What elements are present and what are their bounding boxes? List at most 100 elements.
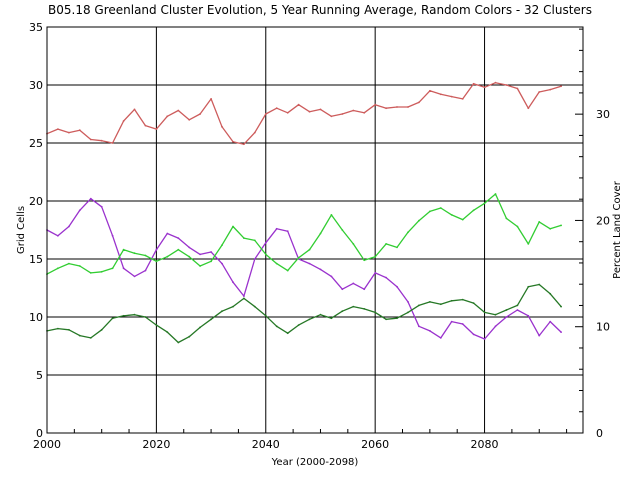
- series-3-point: [100, 270, 103, 273]
- series-4-point: [89, 337, 92, 339]
- series-2-point: [341, 288, 344, 291]
- y-tick-label: 30: [29, 79, 43, 92]
- series-3-point: [68, 262, 70, 265]
- y2-tick-label: 0: [596, 427, 603, 440]
- series-4-point: [57, 327, 59, 330]
- series-3-point: [429, 210, 431, 213]
- series-3-point: [450, 214, 453, 216]
- series-1-point: [188, 118, 191, 121]
- series-4-point: [483, 311, 486, 314]
- series-4-point: [232, 305, 234, 308]
- series-4-point: [111, 317, 114, 320]
- y-axis: 0 5 10 15 20 25 30 35: [29, 21, 53, 440]
- series-4-point: [549, 292, 552, 295]
- series-3-point: [155, 260, 158, 263]
- series-1-point: [111, 142, 114, 144]
- series-2-point: [57, 234, 59, 237]
- series-3-point: [243, 237, 245, 240]
- y2-axis-title: Percent Land Cover: [612, 180, 623, 279]
- series-3-point: [396, 246, 398, 249]
- series-2-point: [308, 262, 311, 265]
- series-3-point: [385, 243, 387, 245]
- y-tick-label: 5: [36, 369, 43, 382]
- series-line-3: [46, 193, 562, 275]
- series-4-point: [177, 341, 180, 344]
- series-1-point: [89, 138, 92, 141]
- series-2-point: [429, 330, 431, 332]
- series-1-point: [549, 88, 552, 91]
- series-3-point: [177, 248, 180, 251]
- series-1-point: [264, 113, 267, 115]
- series-1-point: [363, 111, 366, 114]
- series-1-point: [319, 108, 322, 111]
- series-1-point: [330, 115, 333, 118]
- series-2-point: [450, 320, 453, 323]
- series-4-point: [330, 317, 333, 320]
- series-3-point: [122, 248, 125, 251]
- series-4-point: [439, 303, 442, 306]
- series-3-point: [297, 256, 300, 259]
- series-4-point: [341, 310, 344, 313]
- series-4-point: [560, 305, 562, 308]
- series-4-point: [418, 304, 420, 307]
- series-3-point: [210, 260, 213, 263]
- series-4-point: [155, 324, 158, 326]
- series-1-point: [243, 143, 245, 146]
- series-3-point: [199, 265, 202, 267]
- series-1-point: [199, 113, 202, 115]
- series-4-point: [188, 335, 191, 338]
- series-4-point: [199, 326, 202, 329]
- series-1-point: [122, 120, 125, 122]
- series-1-point: [461, 98, 464, 100]
- series-2-point: [407, 301, 409, 303]
- series-3-point: [505, 217, 508, 220]
- series-2-point: [538, 334, 541, 337]
- series-1-point: [439, 93, 442, 96]
- series-1-point: [341, 113, 344, 115]
- series-1-point: [385, 107, 387, 110]
- series-4-point: [527, 285, 530, 288]
- series-2-point: [100, 205, 103, 208]
- series-1-point: [144, 124, 147, 127]
- series-3-point: [560, 224, 562, 227]
- series-4-point: [472, 302, 475, 304]
- chart-title: B05.18 Greenland Cluster Evolution, 5 Ye…: [48, 3, 592, 17]
- series-3-point: [494, 193, 497, 195]
- series-line-4: [46, 283, 562, 344]
- series-4-point: [68, 328, 70, 331]
- series-line-2: [46, 198, 562, 340]
- series-3-point: [461, 218, 464, 221]
- series-2-point: [78, 209, 81, 212]
- series-3-point: [363, 259, 366, 262]
- series-1-point: [560, 85, 562, 88]
- series-1-point: [418, 101, 420, 104]
- series-3-point: [483, 202, 486, 205]
- series-2-point: [111, 234, 114, 237]
- series-3-point: [89, 272, 92, 274]
- x-tick-label: 2080: [471, 438, 499, 451]
- series-2-point: [330, 275, 333, 278]
- series-3-point: [188, 255, 191, 258]
- series-2-point: [68, 225, 70, 228]
- series-1-point: [57, 128, 59, 131]
- series-1-point: [232, 140, 234, 143]
- series-2-point: [210, 251, 213, 253]
- series-1-point: [275, 107, 278, 110]
- series-3-point: [264, 253, 267, 256]
- series-3-point: [166, 255, 169, 258]
- series-4-point: [78, 334, 81, 337]
- plot-frame: [46, 26, 584, 434]
- y2-tick-label: 30: [596, 108, 610, 121]
- series-3-point: [111, 267, 114, 270]
- series-1-point: [352, 109, 355, 112]
- series-3-point: [352, 243, 355, 245]
- series-4-point: [450, 299, 453, 302]
- series-2-point: [253, 258, 256, 260]
- series-4-point: [494, 313, 497, 316]
- series-4-point: [396, 317, 398, 320]
- series-4-point: [210, 318, 213, 321]
- series-1-point: [538, 91, 541, 93]
- series-2-point: [527, 314, 530, 317]
- series-4-point: [429, 301, 431, 303]
- series-3-point: [549, 227, 552, 230]
